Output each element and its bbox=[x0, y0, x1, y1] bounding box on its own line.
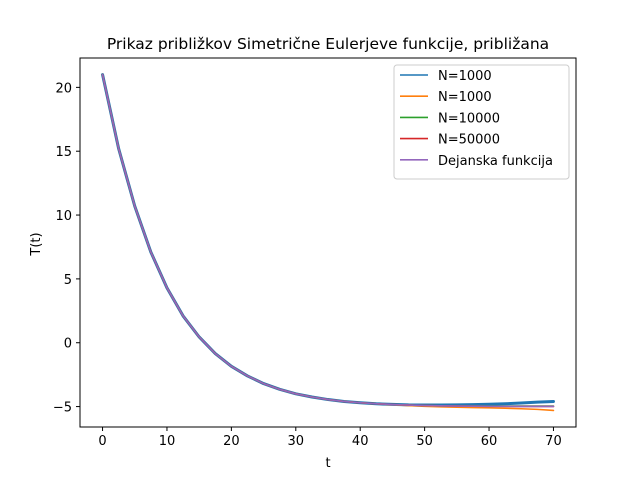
series-line-5 bbox=[101, 73, 555, 408]
y-tick-label: −5 bbox=[53, 401, 72, 416]
x-tick-label: 60 bbox=[481, 434, 498, 449]
plot-frame bbox=[79, 57, 577, 428]
x-tick-label: 10 bbox=[159, 434, 176, 449]
x-axis-label: t bbox=[325, 456, 330, 471]
legend-box bbox=[393, 64, 570, 180]
x-tick-label: 50 bbox=[416, 434, 433, 449]
x-tick-label: 0 bbox=[98, 434, 106, 449]
x-tick-label: 40 bbox=[352, 434, 369, 449]
x-tick-label: 70 bbox=[545, 434, 562, 449]
legend-label: N=1000 bbox=[438, 69, 492, 84]
y-tick-label: 5 bbox=[64, 273, 72, 288]
y-axis-label: T(t) bbox=[29, 232, 44, 256]
plot-lines bbox=[101, 73, 555, 412]
legend-label: N=50000 bbox=[438, 133, 500, 148]
legend-label: N=10000 bbox=[438, 111, 500, 126]
x-tick-label: 20 bbox=[223, 434, 240, 449]
legend-label: N=1000 bbox=[438, 90, 492, 105]
axes: 0 10 20 30 40 50 60 70 −5 0 5 10 15 20 bbox=[53, 57, 577, 449]
y-tick-label: 0 bbox=[64, 337, 72, 352]
y-tick-label: 15 bbox=[55, 145, 72, 160]
chart-title: Prikaz približkov Simetrične Eulerjeve f… bbox=[107, 35, 549, 53]
y-tick-label: 20 bbox=[55, 81, 72, 96]
y-tick-label: 10 bbox=[55, 209, 72, 224]
x-tick-label: 30 bbox=[288, 434, 305, 449]
legend-label: Dejanska funkcija bbox=[438, 154, 553, 169]
legend: N=1000 N=1000 N=10000 N=50000 Dejanska funkc… bbox=[393, 64, 570, 180]
